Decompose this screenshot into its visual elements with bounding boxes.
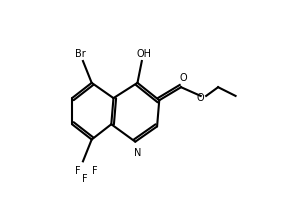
Text: Br: Br bbox=[75, 49, 86, 59]
Text: F: F bbox=[92, 166, 97, 176]
Text: O: O bbox=[197, 93, 204, 103]
Text: N: N bbox=[134, 148, 141, 158]
Text: F: F bbox=[75, 166, 81, 176]
Text: OH: OH bbox=[137, 49, 151, 59]
Text: O: O bbox=[179, 73, 187, 83]
Text: F: F bbox=[82, 174, 88, 184]
